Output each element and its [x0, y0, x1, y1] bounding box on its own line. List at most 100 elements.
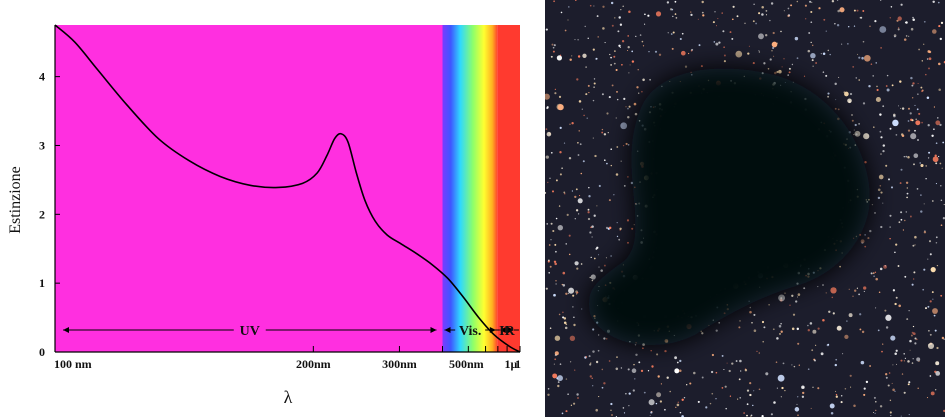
star — [712, 21, 715, 24]
star — [797, 293, 801, 296]
star — [885, 373, 888, 376]
star — [633, 224, 635, 226]
x-tick-label: 200nm — [296, 357, 331, 371]
star — [895, 363, 898, 365]
star — [559, 363, 562, 365]
star — [889, 237, 891, 240]
star — [620, 8, 622, 11]
star — [925, 73, 927, 76]
star — [854, 123, 857, 127]
star — [873, 396, 876, 399]
star — [585, 356, 588, 358]
star — [885, 326, 889, 329]
star — [546, 131, 552, 137]
star — [640, 369, 644, 373]
star — [627, 143, 630, 146]
star — [783, 10, 785, 12]
star — [911, 331, 914, 334]
star — [598, 334, 600, 336]
star — [613, 62, 616, 65]
star — [835, 358, 838, 361]
star — [672, 15, 674, 18]
star — [772, 46, 775, 50]
star — [623, 185, 626, 187]
star — [914, 104, 916, 106]
star — [876, 88, 879, 92]
star — [545, 191, 547, 194]
y-tick-label: 0 — [39, 345, 45, 359]
star — [562, 316, 565, 319]
star — [780, 330, 783, 333]
star — [828, 310, 831, 314]
star — [809, 0, 812, 3]
star — [772, 31, 775, 35]
star — [837, 108, 840, 111]
star — [729, 395, 732, 397]
star — [758, 388, 761, 391]
star — [847, 98, 852, 104]
star — [549, 327, 552, 329]
star — [912, 97, 914, 99]
star — [575, 209, 579, 212]
star — [920, 210, 923, 213]
star — [884, 309, 887, 312]
star — [601, 368, 604, 371]
star — [650, 411, 653, 414]
star — [545, 28, 548, 31]
star — [620, 122, 628, 130]
star — [687, 52, 690, 55]
star — [854, 289, 857, 292]
star — [898, 304, 901, 308]
star — [559, 126, 562, 129]
star — [905, 181, 909, 184]
star — [546, 107, 549, 110]
star — [869, 229, 872, 233]
star — [881, 350, 883, 353]
star — [739, 359, 742, 363]
star — [761, 320, 765, 324]
star — [820, 53, 822, 55]
star — [844, 387, 847, 390]
star — [551, 190, 555, 193]
star — [874, 211, 876, 214]
star — [839, 7, 845, 13]
star — [550, 151, 553, 154]
star — [935, 183, 937, 185]
star — [851, 119, 854, 122]
star — [790, 4, 793, 7]
star — [934, 329, 937, 332]
star — [558, 95, 562, 99]
star — [626, 219, 630, 222]
star — [931, 134, 934, 137]
star — [654, 50, 658, 53]
star — [829, 53, 831, 56]
star — [853, 9, 856, 12]
star — [835, 390, 837, 392]
star — [935, 389, 937, 391]
star — [731, 18, 734, 21]
star — [548, 272, 550, 274]
star — [908, 414, 910, 416]
star — [740, 370, 742, 372]
star — [616, 91, 618, 93]
star — [731, 37, 734, 40]
star — [889, 226, 891, 228]
star — [852, 65, 855, 68]
star — [909, 339, 912, 343]
star — [769, 58, 772, 61]
star — [610, 148, 613, 151]
star — [841, 43, 843, 45]
star — [912, 357, 914, 360]
star — [940, 184, 942, 187]
star — [627, 35, 629, 37]
star — [911, 119, 914, 122]
star — [771, 50, 773, 52]
star — [701, 0, 704, 4]
star — [887, 384, 890, 387]
star — [601, 128, 604, 131]
star — [903, 391, 906, 394]
star — [749, 382, 752, 385]
star — [835, 99, 837, 101]
star — [896, 19, 899, 22]
star — [794, 407, 800, 412]
